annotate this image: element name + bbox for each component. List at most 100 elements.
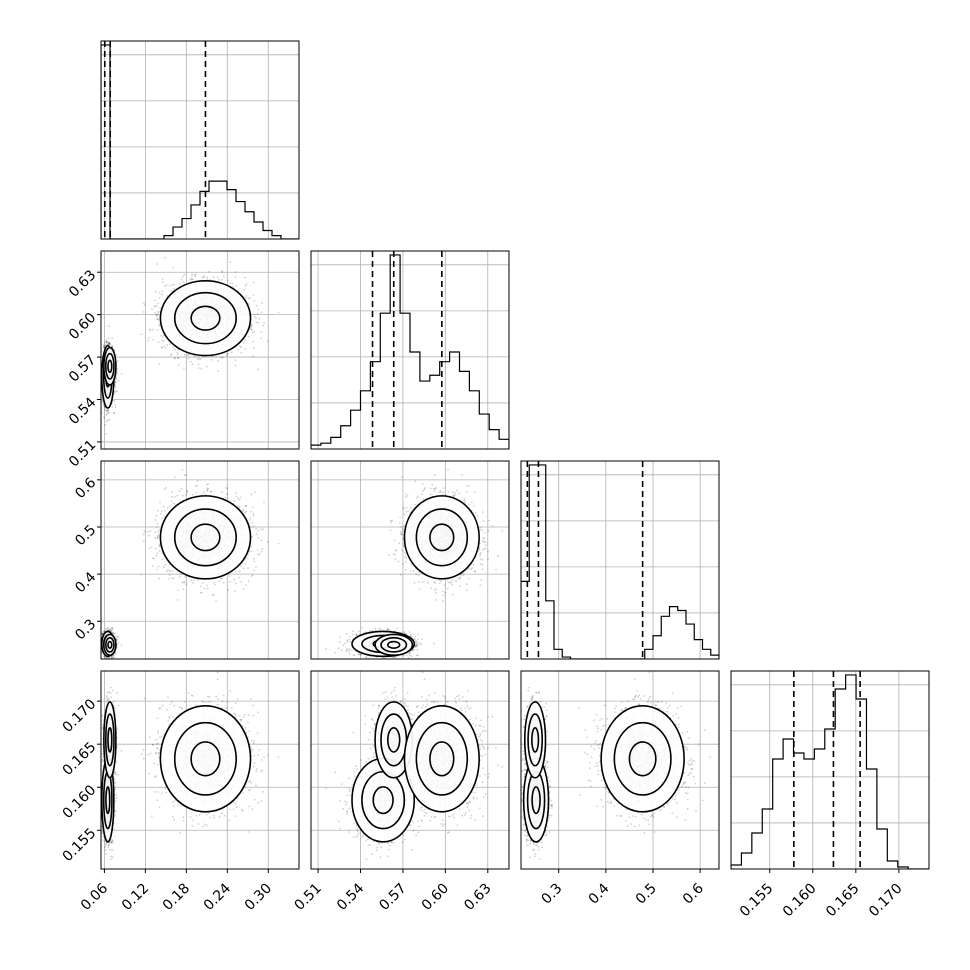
sample-point — [238, 345, 241, 347]
sample-point — [194, 275, 197, 278]
sample-point — [201, 276, 204, 279]
sample-point — [158, 362, 161, 365]
sample-point — [206, 276, 208, 279]
sample-point — [232, 285, 235, 288]
sample-point — [161, 346, 164, 349]
sample-point — [252, 294, 255, 296]
sample-point — [212, 276, 215, 279]
sample-point — [108, 342, 111, 345]
sample-point — [108, 343, 110, 345]
sample-point — [168, 284, 171, 287]
sample-point — [114, 380, 117, 383]
panel-frame — [310, 250, 510, 450]
sample-point — [154, 305, 157, 307]
sample-point — [210, 358, 213, 361]
sample-point — [176, 351, 179, 354]
sample-point — [101, 400, 103, 403]
sample-point — [106, 413, 108, 415]
density-contour — [159, 280, 252, 357]
sample-point — [105, 340, 108, 343]
sample-point — [161, 335, 164, 338]
panel-frame — [100, 40, 300, 240]
sample-point — [251, 331, 254, 334]
sample-point — [163, 339, 165, 342]
sample-point — [203, 275, 205, 277]
sample-point — [105, 432, 108, 435]
sample-point — [107, 419, 109, 422]
sample-point — [107, 408, 110, 411]
sample-point — [191, 273, 194, 276]
sample-point — [113, 412, 115, 414]
density-contour — [107, 359, 113, 374]
sample-point — [107, 411, 110, 414]
density-contour — [173, 291, 237, 345]
sample-point — [173, 357, 176, 360]
sample-point — [155, 313, 158, 316]
sample-point — [174, 357, 176, 360]
sample-point — [154, 299, 157, 302]
sample-point — [103, 406, 106, 409]
sample-point — [107, 325, 110, 328]
sample-point — [149, 329, 152, 332]
sample-point — [162, 290, 164, 293]
sample-point — [108, 342, 111, 345]
sample-point — [218, 279, 220, 281]
sample-point — [257, 308, 260, 311]
sample-point — [105, 338, 108, 341]
sample-point — [158, 291, 161, 294]
sample-point — [112, 654, 115, 657]
sample-point — [115, 377, 118, 380]
sample-point — [234, 359, 237, 362]
sample-point — [200, 367, 203, 370]
sample-point — [197, 363, 200, 366]
panel-content — [101, 461, 299, 659]
sample-point — [111, 406, 114, 409]
sample-point — [229, 261, 232, 264]
sample-point — [107, 337, 110, 340]
sample-point — [191, 363, 194, 366]
sample-point — [157, 318, 160, 321]
sample-point — [103, 417, 106, 420]
sample-point — [226, 279, 229, 282]
sample-point — [156, 329, 159, 331]
histogram-p2 — [311, 254, 509, 449]
sample-point — [160, 293, 163, 296]
sample-point — [277, 311, 280, 314]
sample-point — [111, 345, 114, 348]
y-tick-label: 0.51 — [66, 437, 99, 470]
sample-point — [151, 308, 153, 311]
density-contour — [190, 305, 221, 331]
sample-point — [107, 341, 110, 344]
sample-point — [240, 346, 242, 349]
sample-point — [244, 245, 246, 247]
sample-point — [157, 302, 159, 305]
sample-point — [103, 415, 105, 418]
sample-point — [101, 401, 104, 403]
sample-point — [148, 328, 151, 331]
sample-point — [221, 271, 224, 273]
panel-content — [101, 41, 299, 239]
sample-point — [107, 343, 110, 346]
sample-point — [152, 338, 154, 341]
density-contour — [104, 352, 115, 380]
sample-point — [107, 412, 110, 414]
sample-point — [194, 355, 196, 358]
sample-point — [156, 318, 159, 321]
sample-point — [114, 386, 117, 389]
sample-point — [113, 392, 116, 395]
sample-point — [187, 357, 190, 360]
sample-point — [152, 328, 154, 331]
sample-point — [98, 397, 100, 399]
sample-point — [194, 274, 196, 276]
sample-point — [256, 312, 259, 315]
sample-point — [117, 360, 119, 362]
sample-point — [260, 331, 263, 334]
sample-point — [216, 276, 219, 279]
sample-point — [162, 281, 164, 284]
sample-point — [260, 311, 263, 314]
sample-point — [229, 282, 232, 284]
sample-point — [253, 346, 255, 349]
sample-point — [189, 279, 191, 281]
sample-point — [203, 276, 205, 279]
sample-point — [104, 423, 106, 426]
